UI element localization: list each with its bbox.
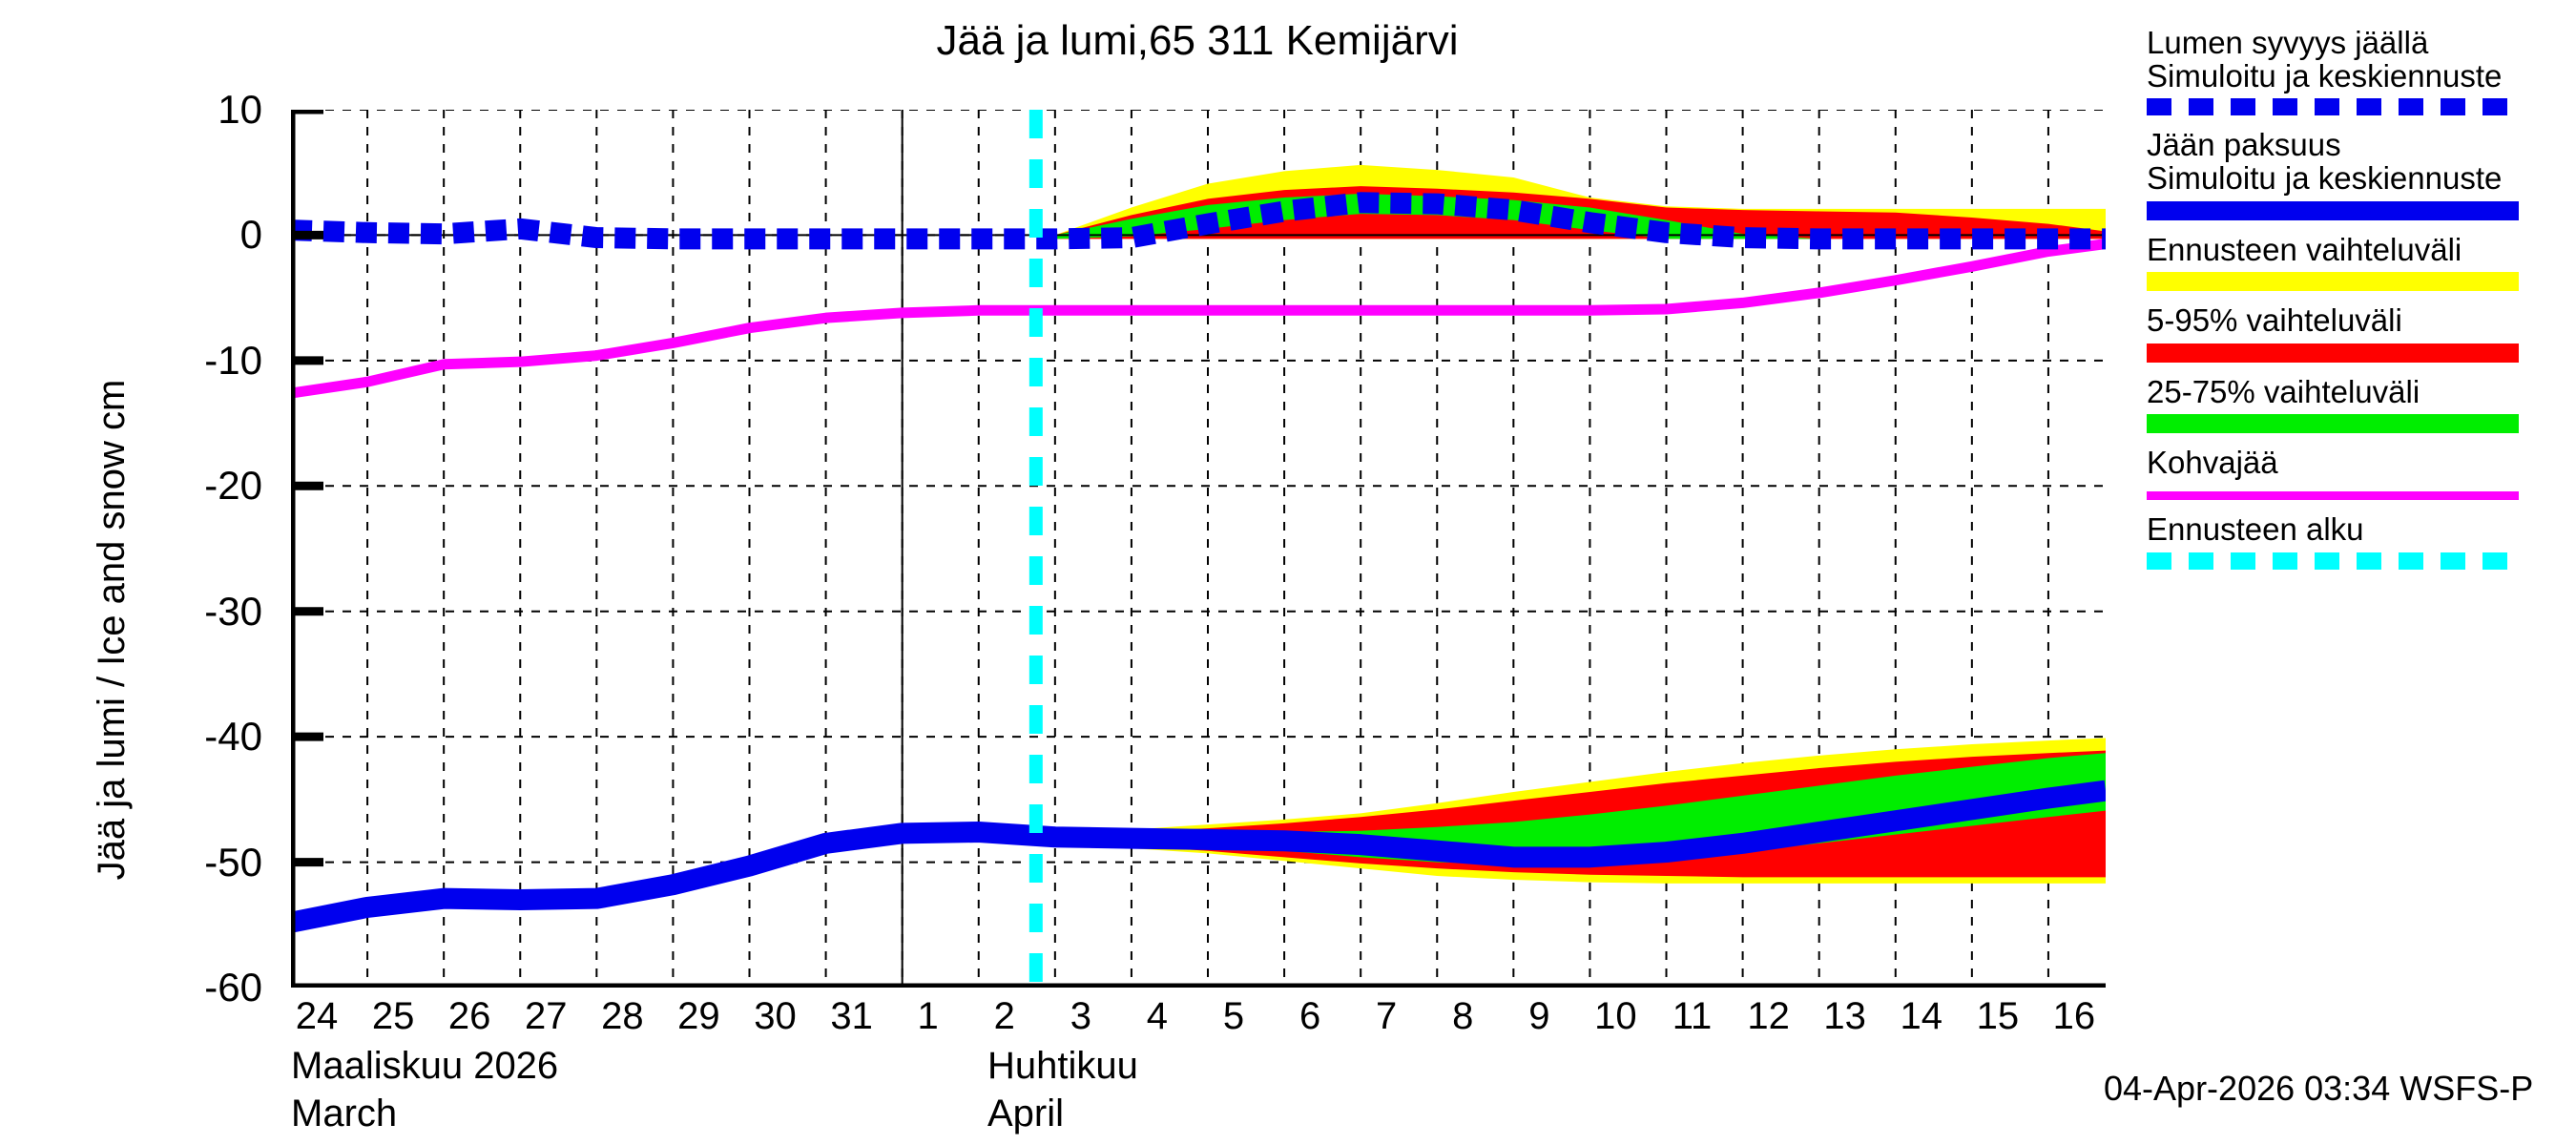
legend-swatch [2147,98,2519,116]
legend-swatch [2147,552,2519,570]
legend-swatch [2147,200,2519,220]
x-tick-label: 6 [1298,995,1321,1037]
footer-stamp: 04-Apr-2026 03:34 WSFS-P [2104,1069,2534,1108]
legend-entry-title: Ennusteen vaihteluväli [2147,231,2462,267]
x-tick-label: 14 [1900,995,1943,1037]
legend-entry-title: Kohvajää [2147,445,2278,481]
legend-swatch [2147,491,2519,501]
y-tick-label: -60 [204,965,262,1010]
plot-area [291,110,2106,988]
legend-entry-title: Jään paksuus [2147,127,2341,163]
legend-entry-subtitle: Simuloitu ja keskiennuste [2147,159,2503,196]
x-tick-label: 31 [830,995,873,1037]
x-tick-label: 7 [1376,995,1398,1037]
x-tick-label: 4 [1146,995,1169,1037]
x-tick-label: 15 [1976,995,2020,1037]
legend-swatch [2147,272,2519,292]
y-tick-label: -30 [204,588,262,634]
month-label-right-fi: Huhtikuu [987,1045,1138,1087]
x-tick-label: 24 [295,995,339,1037]
legend-entry-subtitle: Simuloitu ja keskiennuste [2147,57,2503,94]
x-tick-label: 29 [677,995,720,1037]
month-label-left-en: March [291,1093,398,1135]
legend-entry: 25-75% vaihteluväli [2147,373,2566,434]
x-tick-label: 3 [1070,995,1091,1037]
legend-entry: 5-95% vaihteluväli [2147,304,2566,363]
x-tick-label: 9 [1528,995,1550,1037]
x-tick-label: 11 [1672,995,1713,1037]
legend-swatch [2147,414,2519,434]
chart-title: Jää ja lumi,65 311 Kemijärvi [936,17,1459,64]
x-tick-label: 25 [371,995,415,1037]
kohvajaa-line [291,239,2106,399]
legend-entry-title: Ennusteen alku [2147,511,2364,548]
y-tick-label: 10 [218,87,262,132]
legend-entry: Kohvajää [2147,445,2566,501]
x-tick-label: 13 [1823,995,1866,1037]
legend-entry: Jään paksuus Simuloitu ja keskiennuste [2147,127,2566,220]
month-label-left-fi: Maaliskuu 2026 [291,1045,559,1087]
legend-entry: Ennusteen alku [2147,511,2566,570]
legend-entry-title: Lumen syvyys jäällä [2147,25,2429,60]
y-tick-label: -10 [204,337,262,383]
x-tick-label: 26 [447,995,491,1037]
snow-25-75-band-green [1054,194,2106,239]
legend-entry-title: 25-75% vaihteluväli [2147,373,2420,409]
x-tick-label: 8 [1452,995,1474,1037]
y-tick-label: -50 [204,839,262,885]
y-tick-label: -40 [204,714,262,760]
chart-legend: Lumen syvyys jäällä Simuloitu ja keskienn… [2147,25,2566,583]
y-axis-title: Jää ja lumi / Ice and snow cm [91,379,133,881]
x-tick-label: 30 [754,995,797,1037]
snow-depth-mean-line [291,192,2106,250]
x-tick-label: 2 [993,995,1015,1037]
y-tick-label: 0 [239,212,262,258]
x-tick-label: 12 [1747,995,1790,1037]
legend-swatch [2147,343,2519,363]
legend-entry: Ennusteen vaihteluväli [2147,231,2566,292]
x-tick-label: 28 [601,995,644,1037]
month-label-right-en: April [987,1093,1065,1135]
legend-entry: Lumen syvyys jäällä Simuloitu ja keskienn… [2147,25,2566,116]
x-tick-label: 27 [525,995,568,1037]
x-tick-label: 10 [1594,995,1637,1037]
ice-thickness-mean-line [291,780,2106,933]
x-tick-label: 16 [2052,995,2096,1037]
x-tick-label: 1 [917,995,939,1037]
legend-entry-title: 5-95% vaihteluväli [2147,302,2402,339]
x-tick-label: 5 [1222,995,1245,1037]
y-tick-label: -20 [204,463,262,509]
